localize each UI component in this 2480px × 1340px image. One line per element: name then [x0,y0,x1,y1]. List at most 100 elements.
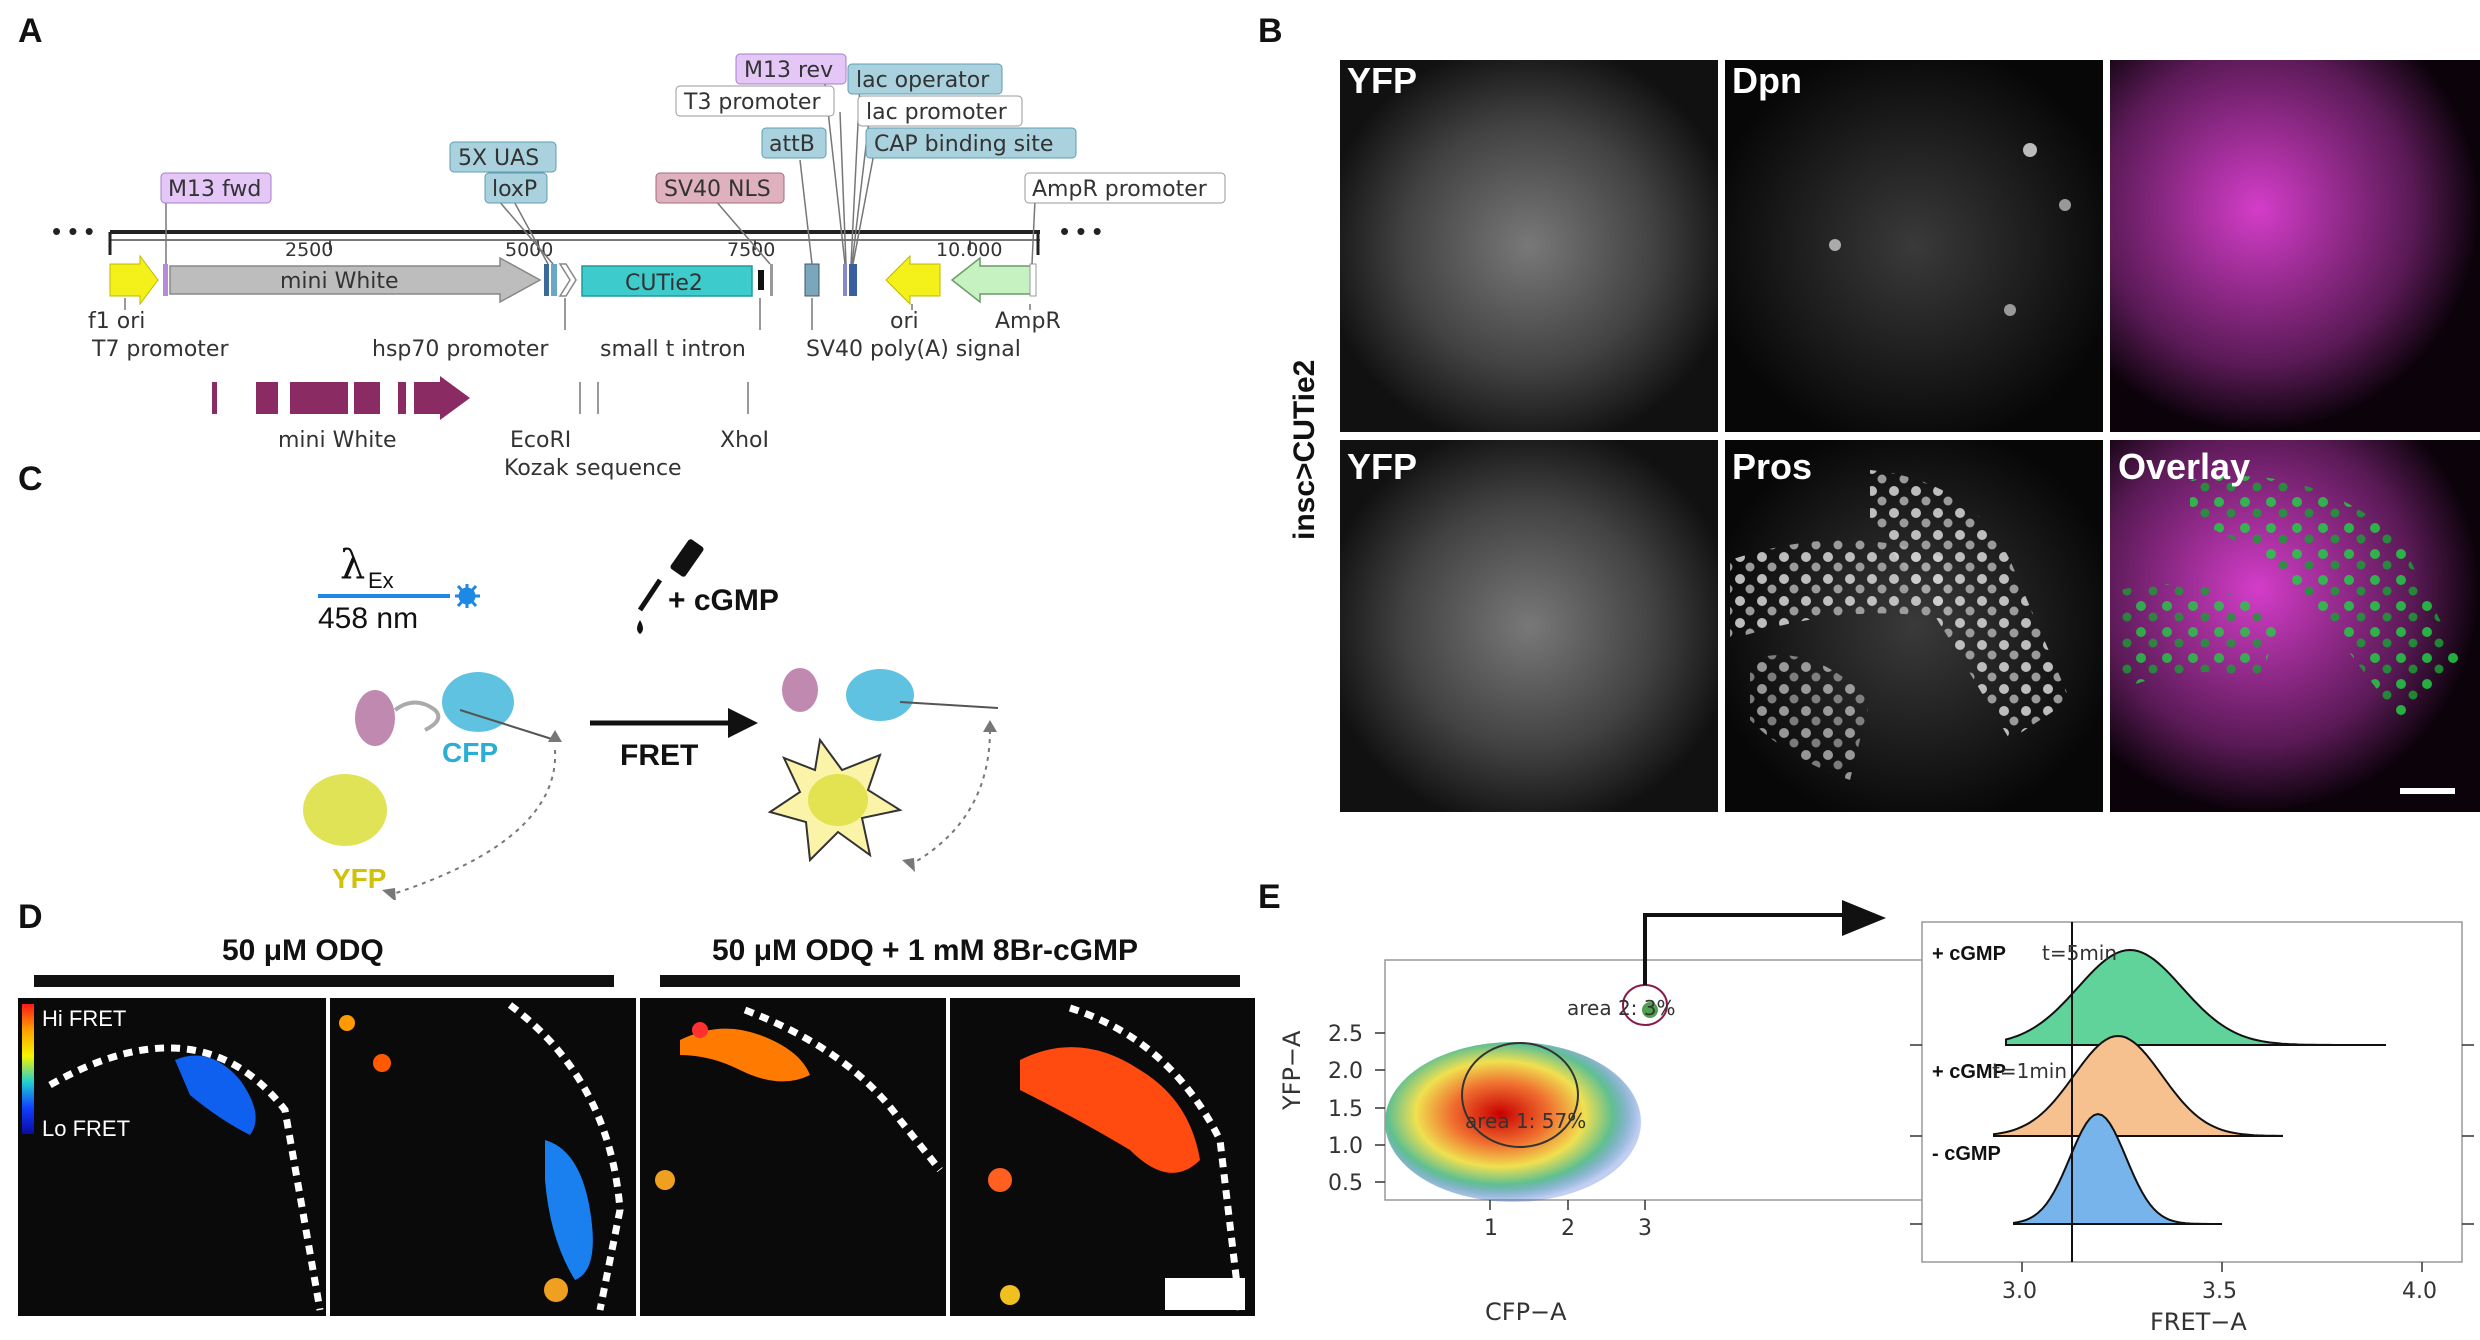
m13-fwd-marker [163,264,168,296]
label-f1-ori: f1 ori [88,309,145,334]
ridge-xtick-40: 4.0 [2402,1279,2437,1304]
label-sv40-nls: SV40 NLS [664,177,771,202]
label-loxp: loxP [492,177,537,202]
scatter-ylabel: YFP−A [1278,1030,1306,1111]
treatment-label: + cGMP [668,584,779,617]
image-yfp-top [1340,60,1718,432]
ridge-curve [2005,948,2386,1046]
label-t7-promoter: T7 promoter [91,337,229,362]
panel-a-letter: A [18,12,43,50]
ridge-xtick-30: 3.0 [2002,1279,2037,1304]
ellipsis-right: • • • [1060,216,1102,246]
scatter-ytick-15: 1.5 [1328,1097,1363,1122]
label-pros: Pros [1732,446,1813,487]
label-t3-promoter: T3 promoter [683,90,821,115]
group2-bar [660,975,1240,987]
panel-c-letter: C [18,460,43,498]
cutie2-sensor-unbound [303,672,514,846]
cfp-label: CFP [442,737,498,768]
mini-white-arrow [169,256,542,304]
scatter-ytick-10: 1.0 [1328,1134,1363,1159]
area2-label: area 2: 3% [1567,996,1676,1020]
distance-arrow-right [909,729,991,866]
ridge-row-label-2: + cGMP [1932,1061,2006,1083]
area1-label: area 1: 57% [1465,1109,1586,1133]
excitation-star-icon [455,584,480,608]
ridge-row-label-1: + cGMP [1932,943,2006,965]
label-kozak: Kozak sequence [504,456,682,480]
ampr-arrow [950,256,1036,304]
label-overlay: Overlay [2118,446,2251,487]
cutie2-box [581,265,753,297]
label-hsp70-promoter: hsp70 promoter [372,337,549,362]
panel-d-letter: D [18,898,43,936]
lambda-sub: Ex [368,568,394,593]
ruler-tick-5000: 5000 [505,239,553,261]
hsp70-arrow [558,263,577,297]
label-lac-promoter: lac promoter [866,100,1008,125]
image-merge-top [2110,60,2480,432]
ridge-row-label-3: - cGMP [1932,1143,2001,1165]
label-yfp-bottom: YFP [1347,446,1418,487]
lo-fret-label: Lo FRET [42,1116,130,1141]
image-cgmp-2 [950,998,1255,1316]
image-odq-2 [330,998,636,1316]
panel-c-fret-schematic: C λ Ex 458 nm + cGMP CFP YFP FRET [18,460,999,900]
scale-bar-d [1165,1278,1245,1310]
area1-gate [1461,1042,1579,1148]
label-5x-uas: 5X UAS [458,146,539,171]
mini-white-label: mini White [280,269,399,294]
label-ecori: EcoRI [510,428,571,453]
label-m13-fwd: M13 fwd [168,177,261,202]
scatter-ytick-25: 2.5 [1328,1022,1363,1047]
group1-bar [34,975,614,987]
scatter-ytick-20: 2.0 [1328,1059,1363,1084]
label-attb: attB [769,132,815,157]
ridge-curve [2013,1112,2222,1225]
scatter-xlabel: CFP−A [1485,1298,1567,1326]
label-ampr: AmpR [995,309,1061,334]
label-m13-rev: M13 rev [744,58,833,83]
scatter-xtick-1: 1 [1484,1216,1498,1241]
dropper-icon [637,539,704,634]
scatter-xtick-2: 2 [1561,1216,1575,1241]
panel-b-microscopy: B insc>CUTie2 [1258,12,2480,812]
ridge-xlabel: FRET−A [2150,1308,2247,1336]
label-ori: ori [890,309,919,334]
scatter-x-axis [1489,1200,1646,1210]
fret-label: FRET [620,739,698,772]
panel-e-letter: E [1258,878,1281,916]
cell-blob [175,1055,256,1135]
panel-d-fret-images: D 50 μM ODQ 50 μM ODQ + 1 mM 8Br-cGMP Hi… [18,898,1255,1316]
label-lac-operator: lac operator [856,68,990,93]
label-cap-binding-site: CAP binding site [874,132,1053,157]
cutie2-label: CUTie2 [625,271,703,296]
scale-bar-b [2400,788,2455,794]
mini-white-exons [212,376,470,420]
panel-e-flow-cytometry: E area 1: 57% area 2: 3% 1 2 3 0.5 1.0 1… [1258,878,2474,1336]
ridge-row-time-2: t=1min [1992,1059,2067,1083]
gate-arrow [1643,913,1850,985]
lower-mini-white-label: mini White [278,428,397,453]
fret-colorbar [22,1004,34,1134]
lambda-symbol: λ [340,542,365,588]
image-dpn [1725,60,2103,432]
ridge-row-time-1: t=5min [2042,941,2117,965]
scatter-ytick-05: 0.5 [1328,1171,1363,1196]
label-dpn: Dpn [1732,60,1802,101]
ridge-plot-area [1921,921,2463,1263]
group2-label: 50 μM ODQ + 1 mM 8Br-cGMP [712,934,1138,967]
hi-fret-label: Hi FRET [42,1006,126,1031]
ori-arrow [885,254,941,306]
yfp-label-left: YFP [332,863,386,894]
cutie2-sensor-bound [767,668,914,863]
ridge-curves [1993,948,2386,1225]
distance-arrow-left [389,749,557,896]
ellipsis-left: • • • [52,216,94,246]
label-yfp-top: YFP [1347,60,1418,101]
panel-b-letter: B [1258,12,1283,50]
scatter-xtick-3: 3 [1638,1216,1652,1241]
ruler-tick-10000: 10.000 [936,239,1002,261]
ridge-xtick-35: 3.5 [2202,1279,2237,1304]
label-small-t-intron: small t intron [600,337,746,362]
